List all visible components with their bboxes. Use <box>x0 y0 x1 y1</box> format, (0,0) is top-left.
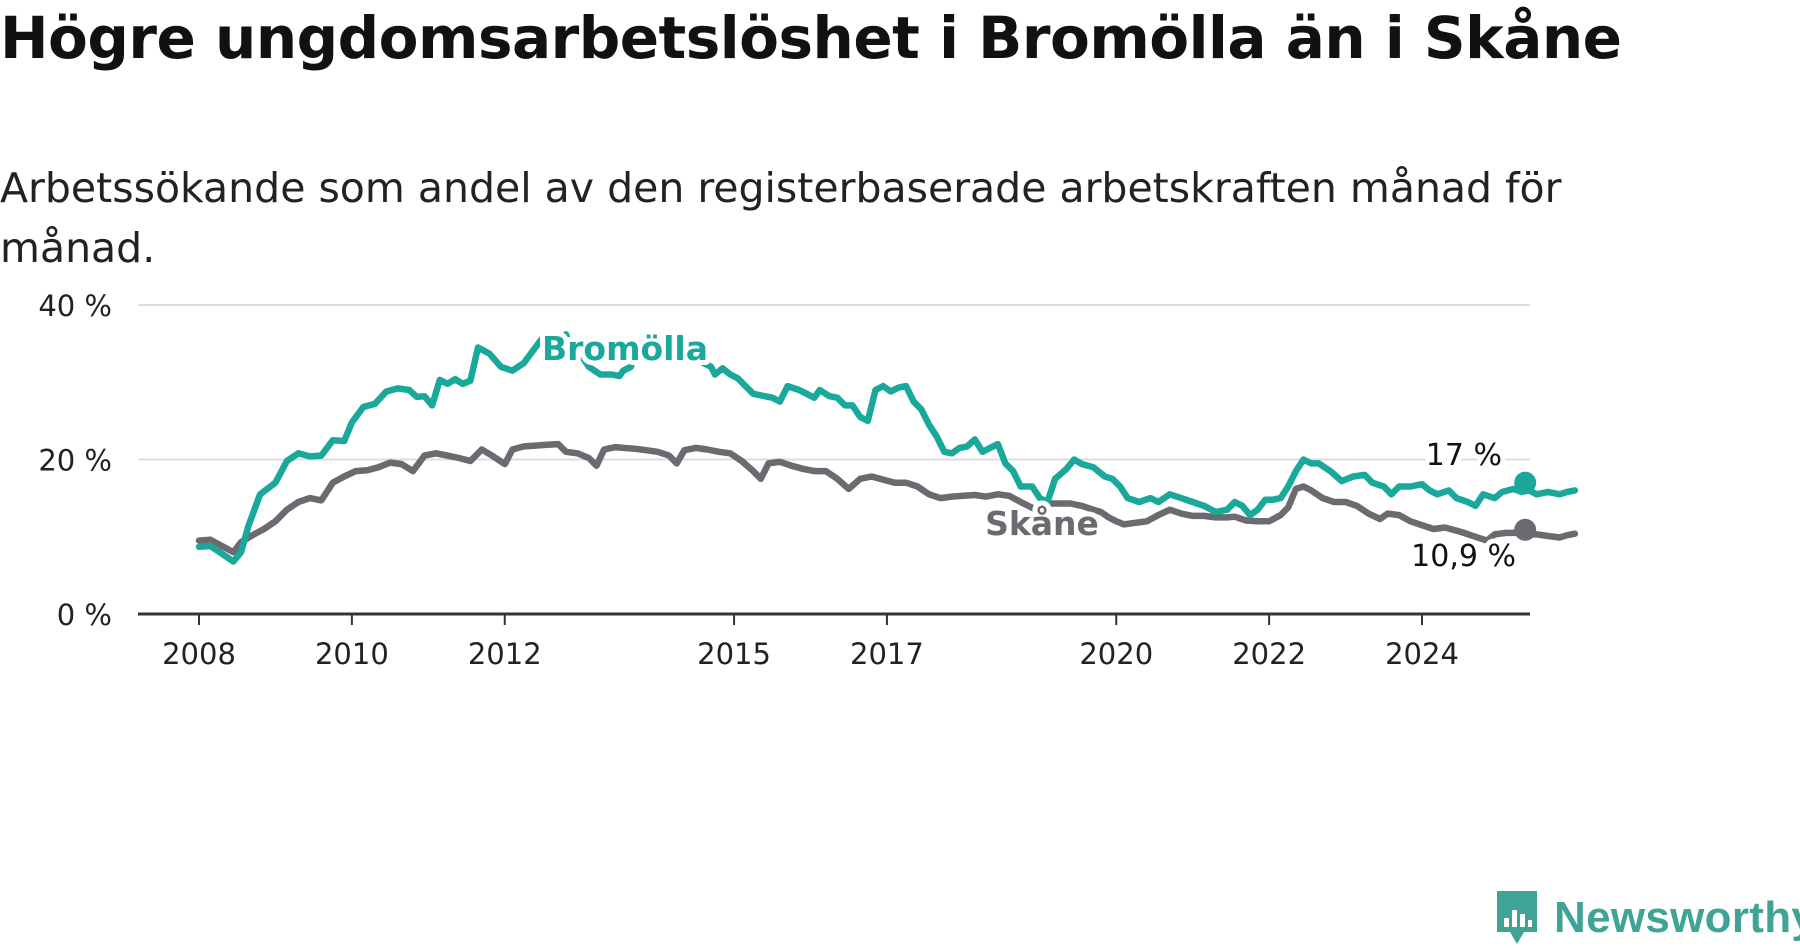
x-tick-label: 2017 <box>850 637 924 671</box>
series-line-skane <box>195 440 1579 556</box>
x-tick-label: 2008 <box>162 637 236 671</box>
x-tick-label: 2010 <box>315 637 389 671</box>
series-line-bromolla <box>195 331 1579 565</box>
y-tick-label: 0 % <box>57 598 112 632</box>
chart-subtitle: Arbetssökande som andel av den registerb… <box>0 164 1562 272</box>
end-label-skane: 10,9 % <box>1411 539 1516 574</box>
x-tick-label: 2015 <box>697 637 771 671</box>
x-tick-label: 2022 <box>1232 637 1306 671</box>
series-label-skane: Skåne <box>985 504 1099 543</box>
x-tick-label: 2024 <box>1385 637 1459 671</box>
newsworthy-logo-text: Newsworthy <box>1554 893 1800 942</box>
y-axis-ticks: 0 % 20 % 40 % <box>38 289 112 632</box>
series-lines <box>195 331 1579 565</box>
x-tick-label: 2012 <box>468 637 542 671</box>
y-tick-label: 40 % <box>38 289 112 323</box>
end-point-bromolla <box>1514 471 1537 494</box>
series-label-bromolla: Bromölla <box>542 329 708 368</box>
chart-title: Högre ungdomsarbetslöshet i Bromölla än … <box>0 4 1622 72</box>
x-axis-ticks: 2008 2010 2012 2015 2017 2020 2022 2024 <box>162 614 1459 671</box>
end-label-bromolla: 17 % <box>1426 438 1502 473</box>
grid-lines <box>138 304 1530 616</box>
end-point-skane <box>1514 518 1537 541</box>
y-tick-label: 20 % <box>38 444 112 478</box>
series-labels: Bromölla Skåne 17 % 10,9 % <box>537 324 1521 579</box>
x-tick-label: 2020 <box>1079 637 1153 671</box>
newsworthy-logo: Newsworthy <box>1494 888 1800 948</box>
newsworthy-logo-icon <box>1497 891 1537 944</box>
